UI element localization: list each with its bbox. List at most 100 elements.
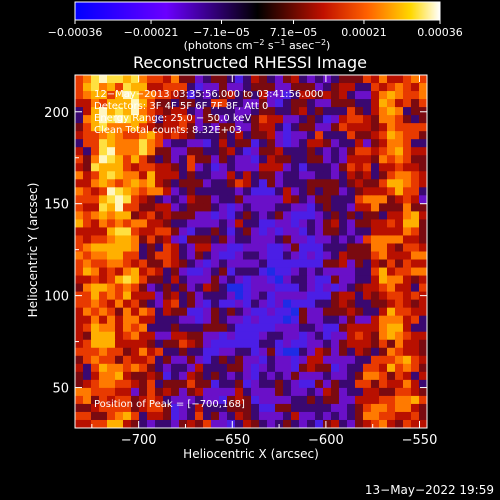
heatmap-cell (283, 275, 292, 284)
heatmap-cell (139, 187, 148, 196)
heatmap-cell (323, 355, 332, 365)
heatmap-cell (83, 219, 92, 228)
heatmap-cell (371, 115, 380, 124)
heatmap-cell (299, 331, 308, 341)
heatmap-cell (355, 371, 364, 381)
heatmap-cell (123, 115, 132, 124)
heatmap-cell (227, 83, 236, 92)
heatmap-cell (171, 323, 180, 333)
heatmap-cell (395, 179, 404, 188)
heatmap-cell (211, 379, 220, 389)
heatmap-cell (195, 235, 204, 244)
heatmap-cell (379, 331, 388, 341)
heatmap-cell (243, 403, 252, 413)
heatmap-cell (115, 339, 124, 349)
heatmap-cell (211, 83, 220, 92)
heatmap-cell (419, 411, 428, 421)
heatmap-cell (403, 339, 412, 349)
heatmap-cell (283, 211, 292, 220)
heatmap-cell (75, 251, 84, 260)
heatmap-cell (323, 211, 332, 220)
heatmap-cell (331, 355, 340, 365)
heatmap-cell (371, 235, 380, 244)
heatmap-cell (315, 243, 324, 252)
heatmap-cell (299, 315, 308, 325)
heatmap-cell (235, 155, 244, 164)
heatmap-cell (187, 243, 196, 252)
heatmap-cell (195, 291, 204, 301)
heatmap-cell (379, 155, 388, 164)
heatmap-cell (123, 219, 132, 228)
heatmap-cell (155, 91, 164, 100)
heatmap-cell (147, 243, 156, 252)
heatmap-cell (419, 235, 428, 244)
heatmap-cell (83, 411, 92, 421)
heatmap-cell (179, 243, 188, 252)
heatmap-cell (235, 179, 244, 188)
heatmap-cell (411, 187, 420, 196)
heatmap-cell (387, 211, 396, 220)
heatmap-cell (291, 323, 300, 333)
heatmap-cell (91, 339, 100, 349)
heatmap-cell (91, 307, 100, 317)
heatmap-cell (323, 195, 332, 204)
heatmap-cell (355, 347, 364, 357)
heatmap-cell (251, 75, 260, 84)
heatmap-cell (395, 187, 404, 196)
heatmap-cell (115, 163, 124, 172)
heatmap-cell (299, 363, 308, 373)
colorbar (74, 1, 441, 21)
heatmap-cell (139, 163, 148, 172)
heatmap-cell (91, 243, 100, 252)
heatmap-cell (195, 83, 204, 92)
heatmap-cell (251, 419, 260, 429)
heatmap-cell (147, 339, 156, 349)
heatmap-cell (83, 315, 92, 325)
heatmap-cell (243, 347, 252, 357)
heatmap-cell (203, 355, 212, 365)
heatmap-cell (99, 243, 108, 252)
heatmap-cell (107, 291, 116, 301)
heatmap-cell (179, 235, 188, 244)
heatmap-cell (403, 299, 412, 309)
heatmap-cell (267, 323, 276, 333)
heatmap-cell (99, 315, 108, 325)
heatmap-cell (123, 331, 132, 341)
heatmap-cell (155, 387, 164, 397)
heatmap-cell (155, 203, 164, 212)
heatmap-cell (147, 147, 156, 156)
heatmap-cell (219, 107, 228, 116)
heatmap-cell (219, 347, 228, 357)
heatmap-cell (219, 243, 228, 252)
heatmap-cell (139, 147, 148, 156)
heatmap-cell (299, 75, 308, 84)
heatmap-cell (387, 163, 396, 172)
heatmap-cell (155, 131, 164, 140)
heatmap-cell (379, 387, 388, 397)
heatmap-cell (403, 395, 412, 405)
heatmap-cell (371, 379, 380, 389)
heatmap-cell (355, 211, 364, 220)
heatmap-cell (107, 243, 116, 252)
heatmap-cell (235, 275, 244, 284)
heatmap-cell (251, 195, 260, 204)
heatmap-cell (187, 219, 196, 228)
heatmap-cell (331, 371, 340, 381)
heatmap-cell (147, 315, 156, 325)
heatmap-cell (163, 99, 172, 108)
heatmap-cell (147, 403, 156, 413)
heatmap-cell (347, 107, 356, 116)
heatmap-cell (291, 363, 300, 373)
heatmap-cell (347, 331, 356, 341)
heatmap-cell (291, 235, 300, 244)
heatmap-cell (123, 91, 132, 100)
heatmap-cell (299, 203, 308, 212)
heatmap-cell (83, 163, 92, 172)
heatmap-cell (307, 227, 316, 236)
heatmap-cell (387, 283, 396, 293)
heatmap-cell (203, 339, 212, 349)
heatmap-cell (123, 275, 132, 284)
heatmap-cell (315, 339, 324, 349)
heatmap-cell (363, 131, 372, 140)
heatmap-cell (347, 315, 356, 325)
